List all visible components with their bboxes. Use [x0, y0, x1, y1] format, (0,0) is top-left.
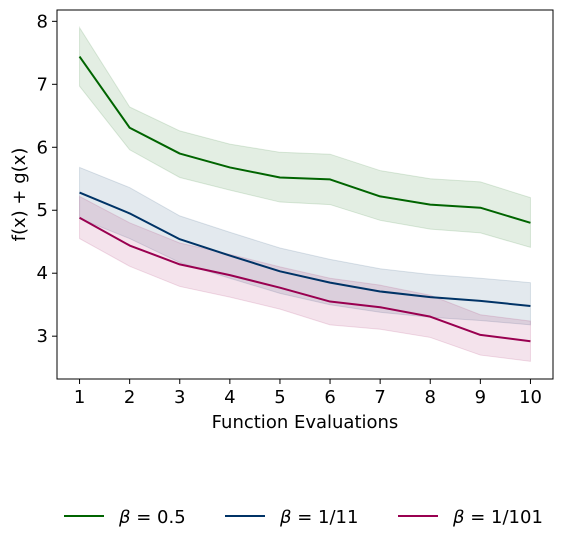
series-2-point [179, 238, 181, 240]
x-tick-label: 6 [324, 387, 335, 408]
y-axis: 3 4 5 6 7 8 [37, 11, 57, 347]
series-2-point [129, 212, 131, 214]
series-2-point [329, 282, 331, 284]
x-tick-label: 5 [274, 387, 285, 408]
series-3-point [429, 316, 431, 318]
series-2-point [529, 305, 531, 307]
y-axis-label: f(x) + g(x) [9, 148, 30, 242]
x-tick-label: 9 [475, 387, 486, 408]
series-3-band [79, 195, 531, 362]
x-tick-label: 2 [124, 387, 135, 408]
series-lines [78, 56, 531, 343]
legend-label-3: β = 1/101 [452, 507, 543, 528]
series-3-point [529, 340, 531, 342]
series-2-point [379, 290, 381, 292]
series-2-line [79, 191, 531, 307]
plot-area-frame [56, 9, 554, 380]
legend: β = 0.5 β = 1/11 β = 1/101 [64, 507, 543, 528]
x-tick-label: 8 [425, 387, 436, 408]
y-tick-label: 8 [37, 11, 48, 32]
series-1-point [179, 153, 181, 155]
confidence-bands [79, 25, 531, 362]
x-tick-label: 4 [224, 387, 235, 408]
series-1-point [129, 127, 131, 129]
series-2-point [479, 300, 481, 302]
series-1-point [429, 204, 431, 206]
legend-symbol: β [279, 507, 292, 528]
y-tick-label: 6 [37, 137, 48, 158]
series-1-point [279, 177, 281, 179]
series-3-point [379, 306, 381, 308]
legend-label-2: β = 1/11 [279, 507, 358, 528]
series-3-point [129, 245, 131, 247]
series-1-point [79, 56, 81, 58]
series-1-point [479, 207, 481, 209]
series-1-point [229, 166, 231, 168]
x-axis: 1 2 3 4 5 6 7 8 9 10 [74, 379, 542, 408]
series-1-point [529, 222, 531, 224]
x-axis-label: Function Evaluations [212, 412, 399, 433]
x-tick-label: 3 [174, 387, 185, 408]
series-3-point [229, 274, 231, 276]
legend-value: = 0.5 [131, 507, 186, 528]
y-tick-label: 5 [37, 200, 48, 221]
legend-value: = 1/11 [292, 507, 359, 528]
series-2-point [279, 270, 281, 272]
x-tick-label: 7 [374, 387, 385, 408]
y-tick-label: 7 [37, 74, 48, 95]
series-2-point [79, 192, 81, 194]
series-1-line [78, 56, 531, 224]
legend-symbol: β [452, 507, 465, 528]
series-1-band [79, 25, 531, 249]
series-3-point [179, 263, 181, 265]
series-3-point [329, 301, 331, 303]
series-1-point [379, 195, 381, 197]
series-2-point [429, 296, 431, 298]
x-tick-label: 10 [519, 387, 542, 408]
series-3-point [79, 217, 81, 219]
series-2-point [229, 255, 231, 257]
series-3-line [79, 216, 531, 343]
legend-label-1: β = 0.5 [118, 507, 186, 528]
legend-value: = 1/101 [465, 507, 543, 528]
series-1-point [329, 178, 331, 180]
y-tick-label: 3 [37, 326, 48, 347]
series-3-point [479, 334, 481, 336]
y-tick-label: 4 [37, 263, 48, 284]
series-3-point [279, 287, 281, 289]
x-tick-label: 1 [74, 387, 85, 408]
legend-symbol: β [118, 507, 131, 528]
